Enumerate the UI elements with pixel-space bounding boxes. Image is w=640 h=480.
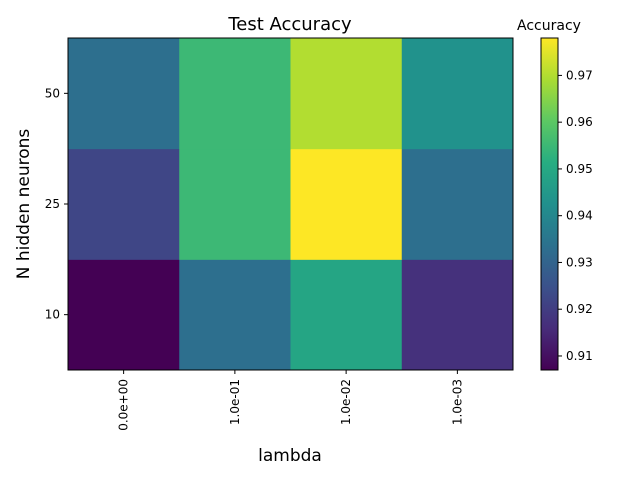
heatmap-cell [401,259,514,371]
chart-title: Test Accuracy [227,14,352,35]
colorbar-label: Accuracy [517,18,581,34]
colorbar-tick-label: 0.95 [566,162,593,176]
colorbar-tick-label: 0.91 [566,349,593,363]
x-tick-label: 1.0e-01 [228,379,242,425]
colorbar-ticks: 0.91 0.92 0.93 0.94 0.95 0.96 0.97 [558,68,593,363]
colorbar-tick-label: 0.93 [566,255,593,269]
heatmap-cell [401,38,514,150]
y-axis-label: N hidden neurons [14,129,34,280]
x-tick-label: 0.0e+00 [117,379,131,431]
colorbar-tick-label: 0.92 [566,302,593,316]
heatmap-cell [290,38,403,150]
x-tick-label: 1.0e-02 [339,379,353,425]
colorbar [540,37,559,371]
heatmap-cells [68,38,514,371]
heatmap-cell [68,148,180,260]
heatmap-cell [290,259,403,371]
colorbar-tick-label: 0.94 [566,209,593,223]
heatmap-cell [68,38,180,150]
x-tick-label: 1.0e-03 [450,379,464,425]
colorbar-tick-label: 0.96 [566,115,593,129]
y-tick-label: 10 [45,308,60,322]
x-axis-label: lambda [258,446,322,466]
y-tick-label: 25 [45,197,60,211]
y-tick-label: 50 [45,86,60,100]
heatmap-cell [68,259,180,371]
heatmap-cell [290,148,403,260]
heatmap-cell [179,259,291,371]
colorbar-tick-label: 0.97 [566,68,593,82]
heatmap-cell [179,38,291,150]
x-axis-ticks: 0.0e+00 1.0e-01 1.0e-02 1.0e-03 [117,370,464,431]
heatmap-cell [401,148,514,260]
y-axis-ticks: 10 25 50 [45,86,68,322]
heatmap-cell [179,148,291,260]
